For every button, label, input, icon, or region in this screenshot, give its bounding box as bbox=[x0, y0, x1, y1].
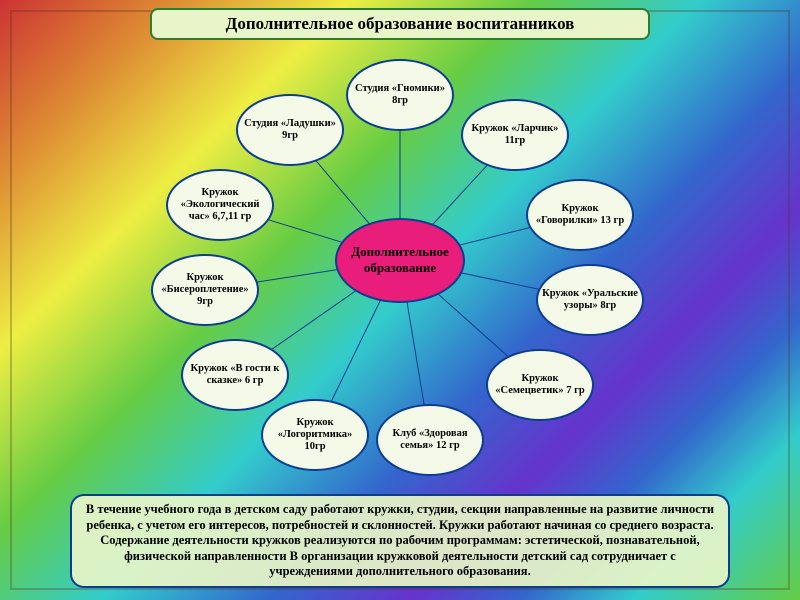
outer-node-n10: Студия «Ладушки» 9гр bbox=[236, 94, 344, 166]
page-title: Дополнительное образование воспитанников bbox=[150, 8, 650, 40]
outer-node-n4: Кружок «Семецветик» 7 гр bbox=[486, 349, 594, 421]
outer-node-n3: Кружок «Уральские узоры» 8гр bbox=[536, 264, 644, 336]
outer-node-n1: Кружок «Ларчик» 11гр bbox=[461, 99, 569, 171]
outer-node-n0: Студия «Гномики» 8гр bbox=[346, 59, 454, 131]
diagram-area: Дополнительное образование Студия «Гномик… bbox=[0, 40, 800, 490]
outer-node-n2: Кружок «Говорилки» 13 гр bbox=[526, 179, 634, 251]
center-node: Дополнительное образование bbox=[335, 218, 465, 303]
outer-node-n9: Кружок «Экологический час» 6,7,11 гр bbox=[166, 169, 274, 241]
outer-node-n8: Кружок «Бисероплетение» 9гр bbox=[151, 254, 259, 326]
footer-text: В течение учебного года в детском саду р… bbox=[70, 494, 730, 588]
outer-node-n5: Клуб «Здоровая семья» 12 гр bbox=[376, 404, 484, 476]
outer-node-n7: Кружок «В гости к сказке» 6 гр bbox=[181, 339, 289, 411]
outer-node-n6: Кружок «Логоритмика» 10гр bbox=[261, 399, 369, 471]
